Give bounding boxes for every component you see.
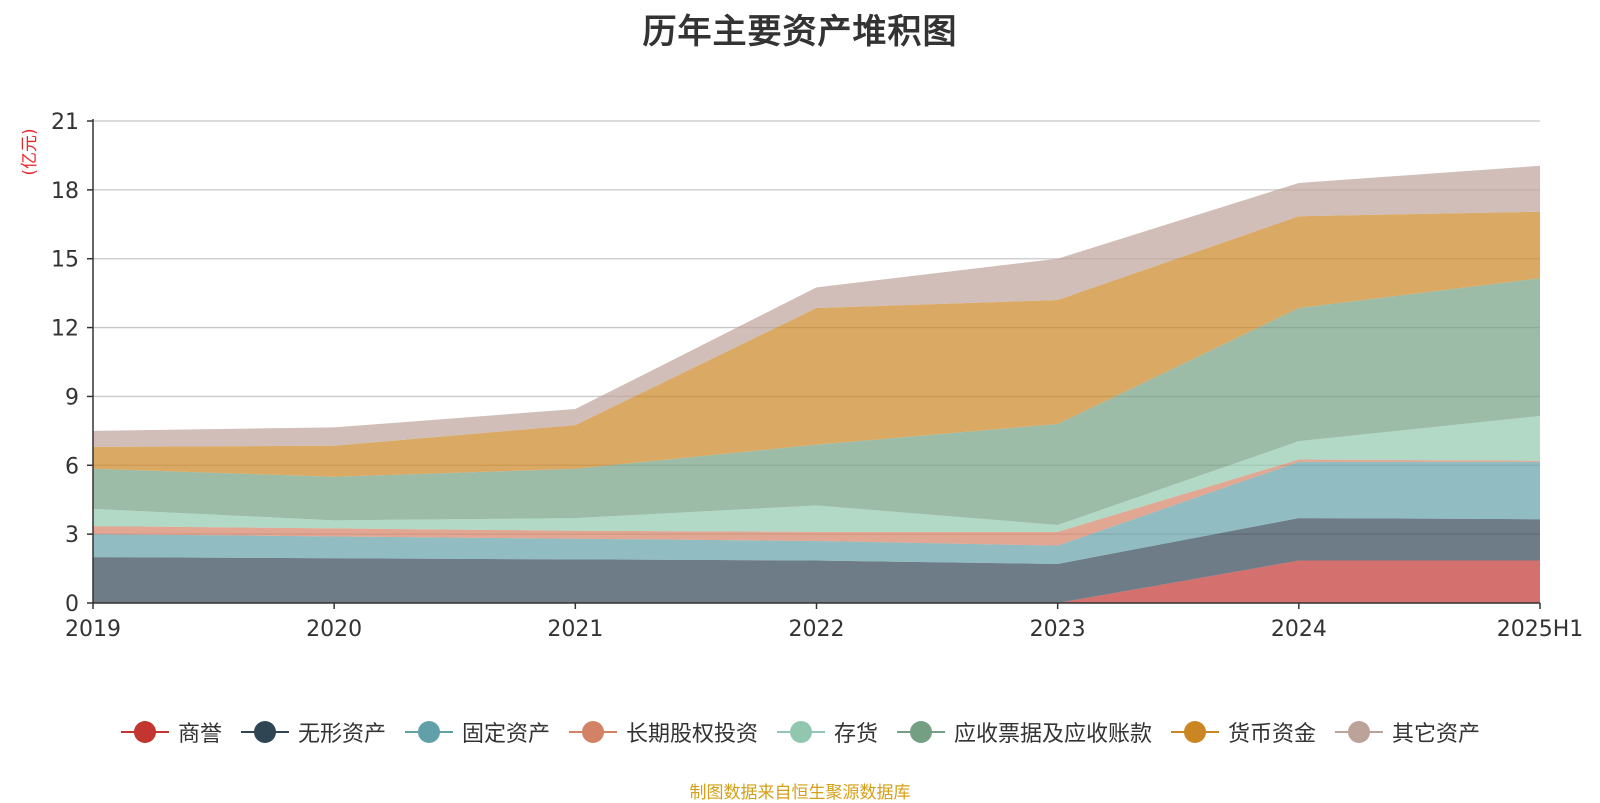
legend-swatch [120, 721, 169, 743]
legend: 商誉 无形资产 固定资产 长期股权投资 存货 应收票据及应收账款 货币资金 其它资产 [0, 716, 1600, 748]
x-tick-label: 2025H1 [1497, 617, 1584, 642]
x-tick-label: 2021 [547, 617, 603, 642]
legend-swatch [1335, 721, 1384, 743]
x-tick-label: 2023 [1030, 617, 1086, 642]
area-商誉[interactable] [93, 560, 1540, 603]
legend-item-长期股权投资[interactable]: 长期股权投资 [568, 716, 758, 748]
y-tick-label: 21 [51, 110, 79, 135]
x-tick-label: 2019 [65, 617, 121, 642]
legend-swatch [1171, 721, 1220, 743]
legend-item-商誉[interactable]: 商誉 [120, 716, 222, 748]
y-tick-label: 6 [65, 454, 79, 479]
legend-label: 存货 [834, 722, 879, 747]
legend-swatch [568, 721, 617, 743]
y-tick-label: 0 [65, 592, 79, 617]
legend-swatch [777, 721, 825, 743]
legend-label: 其它资产 [1392, 722, 1481, 747]
chart-title: 历年主要资产堆积图 [642, 12, 958, 52]
y-tick-label: 15 [51, 248, 79, 273]
legend-item-应收票据及应收账款[interactable]: 应收票据及应收账款 [896, 716, 1152, 748]
y-tick-label: 3 [65, 523, 79, 548]
data-source-note: 制图数据来自恒生聚源数据库 [689, 783, 911, 803]
area-存货[interactable] [93, 415, 1540, 532]
y-tick-label: 9 [65, 385, 79, 410]
legend-item-货币资金[interactable]: 货币资金 [1170, 716, 1316, 748]
legend-label: 固定资产 [461, 722, 550, 747]
legend-label: 应收票据及应收账款 [954, 722, 1153, 747]
x-tick-label: 2022 [789, 617, 845, 642]
y-tick-label: 12 [51, 317, 79, 342]
legend-item-无形资产[interactable]: 无形资产 [240, 716, 386, 748]
legend-item-其它资产[interactable]: 其它资产 [1334, 716, 1480, 748]
legend-label: 长期股权投资 [625, 722, 758, 747]
x-tick-label: 2020 [306, 617, 362, 642]
legend-item-固定资产[interactable]: 固定资产 [404, 716, 550, 748]
area-货币资金[interactable] [93, 211, 1540, 477]
legend-label: 商誉 [177, 722, 222, 747]
legend-label: 货币资金 [1228, 722, 1317, 747]
legend-item-存货[interactable]: 存货 [776, 716, 878, 748]
legend-swatch [897, 721, 946, 743]
axes: 0 3 6 9 12 15 18 21 2019 2020 2021 2022 2023 2024 2025… [51, 110, 1583, 642]
area-应收票据及应收账款[interactable] [93, 278, 1540, 525]
area-series [93, 165, 1540, 603]
legend-swatch [404, 721, 453, 743]
area-固定资产[interactable] [93, 461, 1540, 564]
area-其它资产[interactable] [93, 165, 1540, 447]
legend-swatch [240, 721, 289, 743]
stacked-area-chart: 0 3 6 9 12 15 18 21 2019 2020 2021 2022 2023 2024 2025… [51, 110, 1583, 642]
legend-label: 无形资产 [297, 722, 386, 747]
y-tick-label: 18 [51, 179, 79, 204]
x-tick-label: 2024 [1271, 617, 1327, 642]
